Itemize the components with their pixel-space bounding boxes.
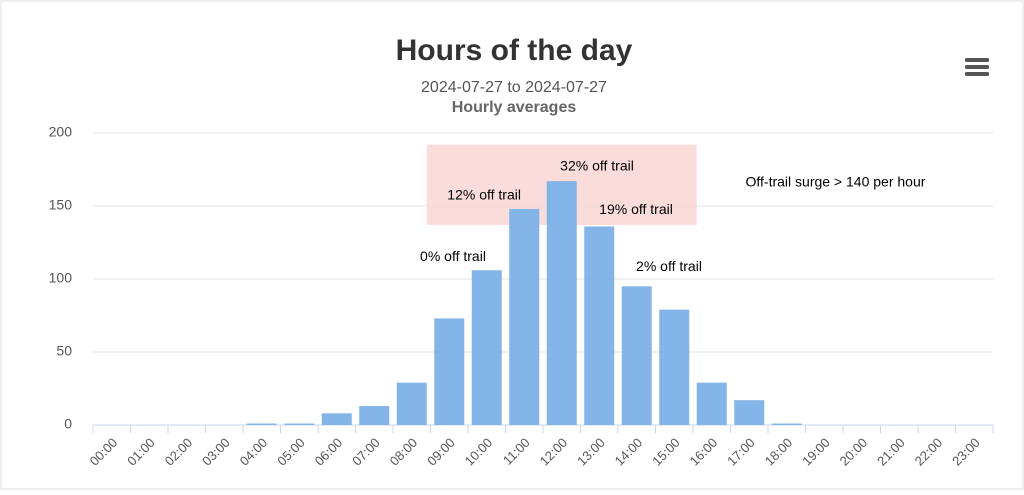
plot-band-label: Off-trail surge > 140 per hour	[746, 173, 926, 189]
bar	[246, 423, 277, 425]
bar	[696, 382, 727, 425]
menu-bar	[965, 58, 989, 62]
y-tick-label: 100	[49, 270, 73, 286]
bar	[396, 382, 427, 425]
chart-subtitle: 2024-07-27 to 2024-07-27	[421, 79, 607, 96]
chart-title: Hours of the day	[396, 34, 633, 67]
bar	[659, 309, 690, 425]
chart-subtitle-2: Hourly averages	[452, 99, 577, 116]
bar	[546, 181, 577, 425]
bar	[321, 413, 352, 425]
annotation: 19% off trail	[599, 201, 673, 217]
y-tick-label: 50	[56, 343, 72, 359]
bar	[509, 208, 540, 425]
bar	[471, 270, 502, 425]
bar	[359, 406, 390, 425]
annotation: 2% off trail	[636, 258, 702, 274]
bar	[284, 423, 315, 425]
menu-bar	[965, 65, 989, 69]
bar	[771, 423, 802, 425]
menu-bar	[965, 72, 989, 76]
annotation: 12% off trail	[447, 186, 521, 202]
bar	[584, 226, 615, 425]
annotation: 0% off trail	[420, 248, 486, 264]
y-tick-label: 200	[49, 124, 73, 140]
bar	[621, 286, 652, 425]
y-tick-label: 0	[64, 416, 72, 432]
menu-button[interactable]	[965, 58, 989, 76]
bar	[434, 318, 465, 425]
y-tick-label: 150	[49, 197, 73, 213]
bar	[734, 400, 765, 425]
annotation: 32% off trail	[560, 157, 634, 173]
